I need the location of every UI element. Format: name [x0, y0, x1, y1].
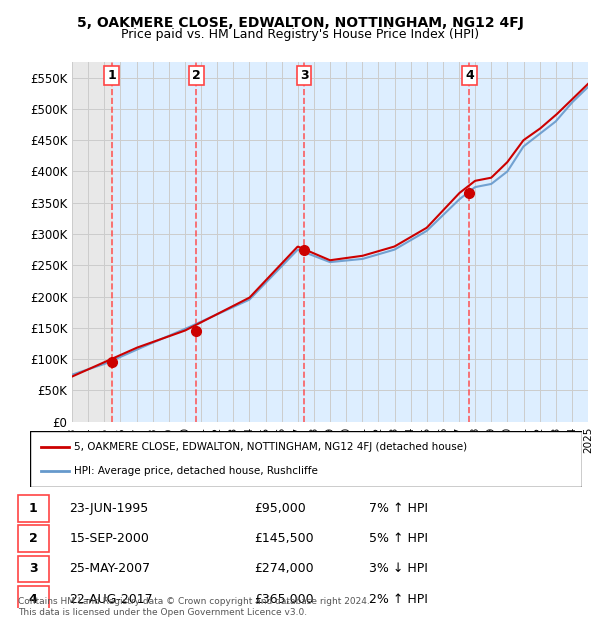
FancyBboxPatch shape [30, 431, 582, 487]
FancyBboxPatch shape [18, 495, 49, 522]
Bar [72, 62, 112, 422]
Text: Price paid vs. HM Land Registry's House Price Index (HPI): Price paid vs. HM Land Registry's House … [121, 28, 479, 41]
Text: 15-SEP-2000: 15-SEP-2000 [70, 532, 149, 545]
Text: 5, OAKMERE CLOSE, EDWALTON, NOTTINGHAM, NG12 4FJ (detached house): 5, OAKMERE CLOSE, EDWALTON, NOTTINGHAM, … [74, 441, 467, 451]
Text: 3: 3 [300, 69, 308, 82]
Text: 4: 4 [465, 69, 473, 82]
Text: £145,500: £145,500 [254, 532, 314, 545]
Text: 3% ↓ HPI: 3% ↓ HPI [369, 562, 428, 575]
Text: 2: 2 [192, 69, 200, 82]
Text: 1: 1 [107, 69, 116, 82]
Text: 1: 1 [29, 502, 38, 515]
Text: £274,000: £274,000 [254, 562, 314, 575]
FancyBboxPatch shape [18, 586, 49, 613]
Text: 3: 3 [29, 562, 38, 575]
FancyBboxPatch shape [18, 525, 49, 552]
Text: 22-AUG-2017: 22-AUG-2017 [70, 593, 153, 606]
Text: HPI: Average price, detached house, Rushcliffe: HPI: Average price, detached house, Rush… [74, 466, 318, 476]
Text: £365,000: £365,000 [254, 593, 314, 606]
Text: 7% ↑ HPI: 7% ↑ HPI [369, 502, 428, 515]
Text: £95,000: £95,000 [254, 502, 305, 515]
Text: Contains HM Land Registry data © Crown copyright and database right 2024.
This d: Contains HM Land Registry data © Crown c… [18, 598, 370, 617]
Text: 23-JUN-1995: 23-JUN-1995 [70, 502, 149, 515]
Text: 4: 4 [29, 593, 38, 606]
Text: 25-MAY-2007: 25-MAY-2007 [70, 562, 151, 575]
Bar [72, 62, 112, 422]
Text: 2: 2 [29, 532, 38, 545]
FancyBboxPatch shape [18, 556, 49, 582]
Text: 5% ↑ HPI: 5% ↑ HPI [369, 532, 428, 545]
Text: 2% ↑ HPI: 2% ↑ HPI [369, 593, 428, 606]
Text: 5, OAKMERE CLOSE, EDWALTON, NOTTINGHAM, NG12 4FJ: 5, OAKMERE CLOSE, EDWALTON, NOTTINGHAM, … [77, 16, 523, 30]
